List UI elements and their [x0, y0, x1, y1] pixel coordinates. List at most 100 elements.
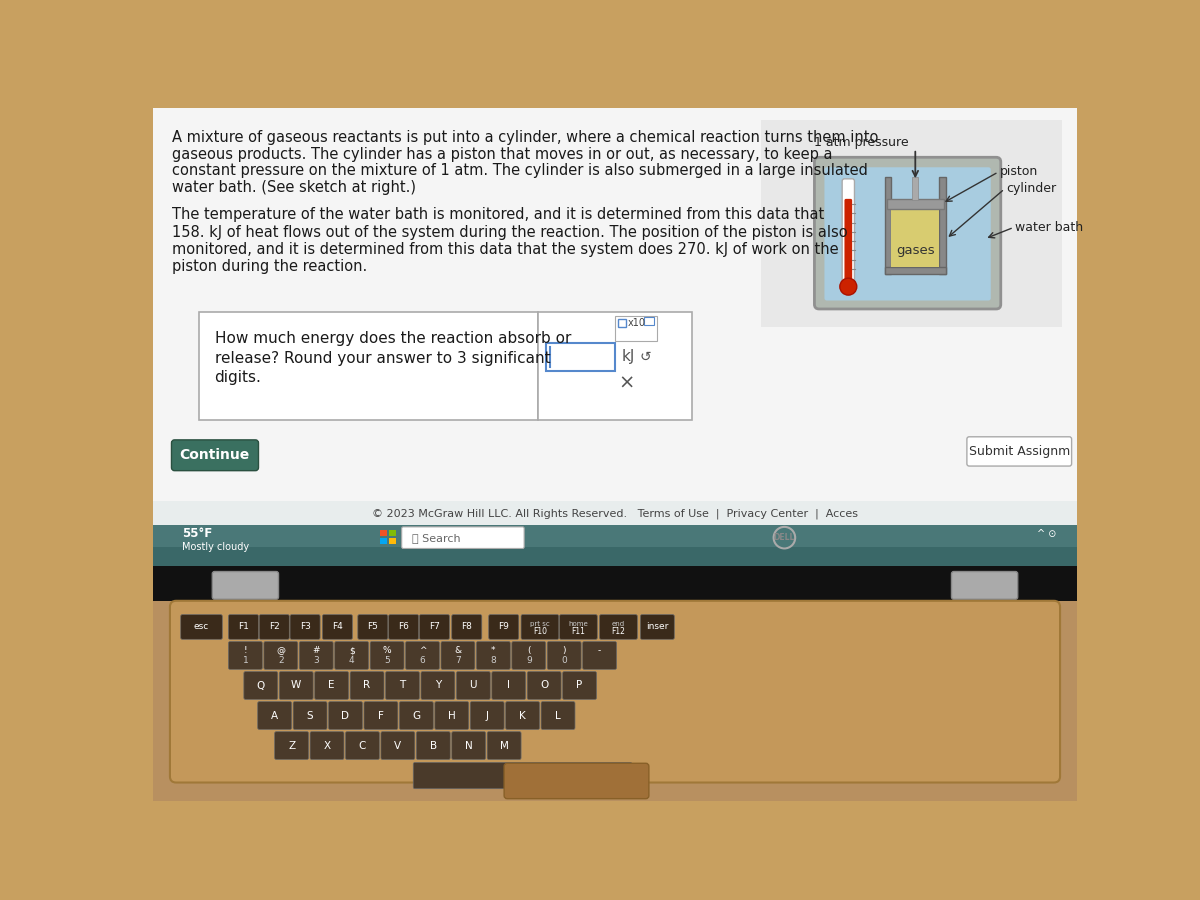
Text: release? Round your answer to 3 significant: release? Round your answer to 3 signific…	[215, 350, 551, 365]
Text: end: end	[612, 621, 625, 627]
Bar	[154, 108, 1078, 570]
Text: X: X	[324, 741, 330, 751]
Text: How much energy does the reaction absorb or: How much energy does the reaction absorb…	[215, 331, 571, 346]
Bar	[389, 530, 396, 536]
Text: Submit Assignm: Submit Assignm	[968, 445, 1070, 458]
FancyBboxPatch shape	[512, 642, 546, 670]
Text: F11: F11	[571, 627, 586, 636]
Text: ^ ⊙: ^ ⊙	[1037, 529, 1056, 539]
Bar	[154, 500, 1078, 526]
FancyBboxPatch shape	[842, 179, 854, 284]
FancyBboxPatch shape	[413, 762, 632, 788]
Text: -: -	[598, 646, 601, 655]
Text: @: @	[276, 646, 286, 655]
FancyBboxPatch shape	[583, 642, 617, 670]
Text: #: #	[312, 646, 320, 655]
FancyBboxPatch shape	[329, 702, 362, 729]
FancyBboxPatch shape	[310, 732, 344, 760]
FancyBboxPatch shape	[370, 642, 404, 670]
Text: ^: ^	[419, 646, 426, 655]
Bar	[884, 267, 946, 274]
Text: F: F	[378, 710, 384, 721]
Text: Mostly cloudy: Mostly cloudy	[182, 542, 250, 552]
Bar	[199, 312, 538, 419]
Text: constant pressure on the mixture of 1 atm. The cylinder is also submerged in a l: constant pressure on the mixture of 1 at…	[173, 164, 868, 178]
Text: ): )	[563, 646, 566, 655]
FancyBboxPatch shape	[641, 615, 674, 639]
FancyBboxPatch shape	[952, 572, 1018, 599]
FancyBboxPatch shape	[228, 615, 258, 639]
Text: H: H	[448, 710, 456, 721]
FancyBboxPatch shape	[335, 642, 368, 670]
Text: © 2023 McGraw Hill LLC. All Rights Reserved.   Terms of Use  |  Privacy Center  : © 2023 McGraw Hill LLC. All Rights Reser…	[372, 508, 858, 519]
FancyBboxPatch shape	[527, 671, 562, 699]
Text: F7: F7	[428, 623, 440, 632]
Bar	[616, 316, 658, 340]
FancyBboxPatch shape	[406, 642, 439, 670]
Text: 7: 7	[455, 655, 461, 664]
FancyBboxPatch shape	[487, 732, 521, 760]
Text: N: N	[464, 741, 473, 751]
Bar	[154, 524, 1078, 566]
Text: water bath: water bath	[1015, 220, 1084, 234]
FancyBboxPatch shape	[547, 642, 581, 670]
FancyBboxPatch shape	[488, 615, 518, 639]
Text: T: T	[400, 680, 406, 690]
FancyBboxPatch shape	[350, 671, 384, 699]
FancyBboxPatch shape	[400, 702, 433, 729]
Text: water bath. (See sketch at right.): water bath. (See sketch at right.)	[173, 180, 416, 195]
Text: esc: esc	[194, 623, 209, 632]
Text: F9: F9	[498, 623, 509, 632]
Text: piston: piston	[1000, 166, 1038, 178]
FancyBboxPatch shape	[280, 671, 313, 699]
Text: The temperature of the water bath is monitored, and it is determined from this d: The temperature of the water bath is mon…	[173, 207, 824, 221]
FancyBboxPatch shape	[244, 671, 277, 699]
FancyBboxPatch shape	[559, 615, 598, 639]
FancyBboxPatch shape	[563, 671, 596, 699]
Text: *: *	[491, 646, 496, 655]
FancyBboxPatch shape	[492, 671, 526, 699]
Text: Y: Y	[434, 680, 442, 690]
FancyBboxPatch shape	[290, 615, 320, 639]
FancyBboxPatch shape	[346, 732, 379, 760]
FancyBboxPatch shape	[470, 702, 504, 729]
FancyBboxPatch shape	[505, 702, 540, 729]
Text: ↺: ↺	[640, 350, 652, 364]
FancyBboxPatch shape	[845, 199, 852, 283]
Bar	[380, 530, 396, 544]
Text: L: L	[556, 710, 560, 721]
Text: &: &	[455, 646, 462, 655]
Text: 8: 8	[491, 655, 497, 664]
Bar	[154, 547, 1078, 566]
Text: Continue: Continue	[180, 448, 250, 463]
Bar	[761, 120, 1062, 328]
FancyBboxPatch shape	[293, 702, 328, 729]
FancyBboxPatch shape	[600, 615, 637, 639]
FancyBboxPatch shape	[440, 642, 475, 670]
Bar	[892, 208, 940, 267]
Text: K: K	[520, 710, 526, 721]
FancyBboxPatch shape	[299, 642, 334, 670]
Text: F1: F1	[238, 623, 248, 632]
Text: V: V	[395, 741, 402, 751]
FancyBboxPatch shape	[264, 642, 298, 670]
Bar	[644, 318, 654, 325]
Text: 5: 5	[384, 655, 390, 664]
Text: F6: F6	[398, 623, 409, 632]
Text: Z: Z	[288, 741, 295, 751]
Bar	[154, 566, 1078, 608]
FancyBboxPatch shape	[416, 732, 450, 760]
Text: piston during the reaction.: piston during the reaction.	[173, 259, 367, 274]
FancyBboxPatch shape	[358, 615, 388, 639]
FancyBboxPatch shape	[389, 615, 419, 639]
Text: E: E	[329, 680, 335, 690]
Text: F4: F4	[332, 623, 343, 632]
FancyBboxPatch shape	[521, 615, 559, 639]
Text: home: home	[569, 621, 588, 627]
Text: F12: F12	[612, 627, 625, 636]
FancyBboxPatch shape	[154, 108, 1078, 801]
FancyBboxPatch shape	[451, 732, 486, 760]
Text: 3: 3	[313, 655, 319, 664]
Text: 9: 9	[526, 655, 532, 664]
Bar	[380, 537, 388, 544]
